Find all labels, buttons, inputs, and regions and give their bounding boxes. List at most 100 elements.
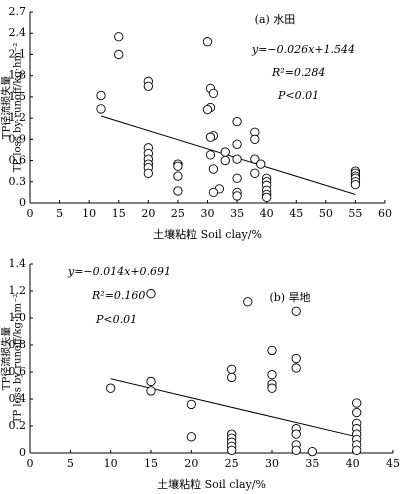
y-tick-label: 0 [19, 446, 26, 459]
annotation: R²=0.160 [91, 289, 145, 302]
annotation: P<0.01 [277, 89, 319, 102]
point [262, 192, 272, 202]
annotation: y=−0.014x+0.691 [67, 265, 171, 278]
y-tick-label: 1.2 [9, 284, 27, 297]
y-tick-label: 1.8 [9, 69, 27, 82]
annotation: R²=0.284 [271, 66, 325, 79]
y-tick-label: 0 [19, 196, 26, 209]
point [186, 432, 196, 442]
point [114, 49, 124, 60]
y-tick-label: 0.6 [9, 365, 27, 378]
point [146, 376, 156, 387]
point [106, 383, 116, 393]
x-tick-label: 30 [201, 207, 215, 220]
y-tick-label: 2.4 [9, 26, 27, 39]
x-tick-label: 30 [265, 457, 279, 470]
x-tick-label: 20 [141, 207, 155, 220]
point [267, 345, 277, 356]
point [267, 383, 277, 393]
point [114, 32, 124, 42]
point [250, 134, 260, 144]
point [173, 161, 183, 171]
point [256, 159, 266, 169]
point [232, 154, 242, 164]
point [208, 164, 219, 174]
y-tick-label: 0.6 [9, 154, 27, 167]
point [291, 429, 301, 439]
x-tick-label: 15 [144, 457, 158, 470]
point [227, 364, 237, 374]
x-tick-label: 45 [386, 457, 400, 470]
point [232, 173, 242, 183]
point [291, 353, 301, 364]
point [96, 90, 106, 101]
y-tick-label: 0.9 [9, 132, 27, 145]
point [146, 289, 156, 299]
x-tick-label: 55 [348, 207, 362, 220]
x-tick-label: 50 [319, 207, 333, 220]
y-tick-label: 2.7 [9, 5, 27, 18]
panel-title: (a) 水田 [255, 13, 296, 26]
point [96, 104, 106, 114]
point [220, 155, 230, 166]
point [173, 171, 183, 181]
x-tick-label: 25 [171, 207, 185, 220]
x-tick-label: 35 [230, 207, 244, 220]
point [227, 445, 237, 455]
point [173, 186, 183, 196]
point [202, 37, 213, 47]
point [202, 104, 213, 115]
point [208, 88, 219, 99]
x-axis-label: 土壤粘粒 Soil clay/% [157, 477, 266, 491]
point [352, 407, 362, 418]
point [291, 445, 301, 455]
point [291, 306, 301, 316]
point [307, 446, 317, 457]
y-tick-label: 0.8 [9, 338, 27, 351]
point [205, 132, 216, 142]
point [352, 445, 362, 455]
x-tick-label: 15 [112, 207, 126, 220]
x-tick-label: 40 [346, 457, 360, 470]
y-axis-label: TP loss by runoff/kg·hm⁻² [13, 294, 24, 423]
point [352, 398, 362, 408]
y-tick-label: 1.5 [9, 90, 27, 103]
point [208, 187, 219, 198]
y-tick-label: 1.0 [9, 311, 27, 324]
point [143, 81, 153, 91]
point [205, 150, 216, 160]
point [143, 168, 153, 178]
x-tick-label: 0 [27, 457, 34, 470]
point [232, 191, 242, 201]
y-axis-label: TP loss by runoff/kg·hm⁻² [13, 43, 24, 172]
x-tick-label: 5 [56, 207, 63, 220]
point [186, 399, 196, 410]
x-tick-label: 10 [104, 457, 118, 470]
point [291, 363, 301, 373]
y-tick-label: 2.1 [9, 47, 27, 60]
y-tick-label: 1.4 [9, 257, 27, 270]
y-axis-label: TP径流损失量 [0, 76, 13, 139]
y-tick-label: 0.3 [9, 175, 27, 188]
y-axis-label: TP径流损失量 [0, 327, 13, 390]
x-tick-label: 0 [27, 207, 34, 220]
x-tick-label: 35 [305, 457, 319, 470]
point [220, 147, 230, 157]
annotation: y=−0.026x+1.544 [251, 43, 355, 56]
point [232, 139, 242, 149]
y-tick-label: 0.2 [9, 419, 27, 432]
point [250, 154, 260, 164]
point [243, 297, 253, 307]
x-tick-label: 45 [289, 207, 303, 220]
y-tick-label: 0.4 [9, 392, 27, 405]
x-tick-label: 5 [67, 457, 74, 470]
trendline [110, 378, 357, 438]
x-tick-label: 20 [184, 457, 198, 470]
x-tick-label: 10 [82, 207, 96, 220]
panel-title: (b) 旱地 [269, 291, 310, 304]
y-tick-label: 1.2 [9, 111, 27, 124]
x-tick-label: 60 [378, 207, 392, 220]
x-tick-label: 40 [260, 207, 274, 220]
point [146, 386, 156, 396]
